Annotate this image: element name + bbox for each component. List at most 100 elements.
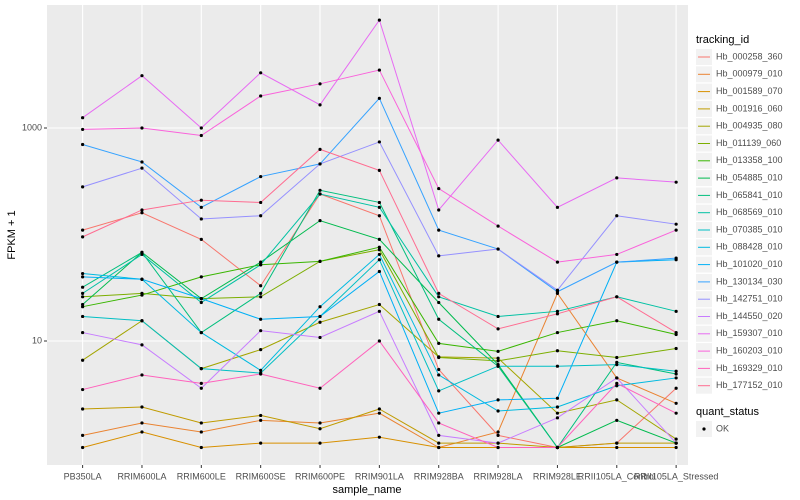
data-point xyxy=(674,180,678,184)
data-point xyxy=(437,254,441,258)
legend-point xyxy=(702,427,706,431)
legend-label: Hb_068569_010 xyxy=(716,207,783,217)
data-point xyxy=(437,291,441,295)
data-point xyxy=(318,421,322,425)
data-point xyxy=(81,275,85,279)
legend-label: Hb_001589_070 xyxy=(716,86,783,96)
data-point xyxy=(377,248,381,252)
data-point xyxy=(140,277,144,281)
data-point xyxy=(259,348,263,352)
data-point xyxy=(437,421,441,425)
data-point xyxy=(318,219,322,223)
data-point xyxy=(140,343,144,347)
data-point xyxy=(81,228,85,232)
data-point xyxy=(674,445,678,450)
data-point xyxy=(496,138,500,142)
data-point xyxy=(318,441,322,445)
data-point xyxy=(674,386,678,390)
data-point xyxy=(496,409,500,413)
data-point xyxy=(199,445,203,450)
data-point xyxy=(318,305,322,309)
data-point xyxy=(318,192,322,196)
y-tick-label: 10 xyxy=(32,335,42,345)
data-point xyxy=(259,200,263,205)
x-axis-label: sample_name xyxy=(332,484,401,496)
data-point xyxy=(615,384,619,388)
data-point xyxy=(496,349,500,353)
data-point xyxy=(259,413,263,418)
data-point xyxy=(555,312,560,316)
data-point xyxy=(496,441,500,445)
point-legend-title: quant_status xyxy=(696,406,759,418)
data-point xyxy=(199,237,203,241)
data-point xyxy=(81,235,85,239)
data-point xyxy=(377,302,381,307)
data-point xyxy=(259,263,263,267)
data-point xyxy=(318,162,322,166)
legend-label: Hb_070385_010 xyxy=(716,224,783,234)
x-tick-label: RRIM928LA xyxy=(474,471,523,481)
legend-label: Hb_160203_010 xyxy=(716,345,783,355)
data-point xyxy=(377,68,381,72)
data-point xyxy=(318,320,322,324)
data-point xyxy=(615,319,619,323)
data-point xyxy=(377,245,381,249)
data-point xyxy=(555,396,560,400)
data-point xyxy=(615,355,619,360)
data-point xyxy=(259,295,263,299)
data-point xyxy=(140,373,144,377)
data-point xyxy=(377,435,381,439)
data-point xyxy=(318,103,322,107)
data-point xyxy=(318,335,322,340)
data-point xyxy=(437,186,441,191)
x-tick-label: RRIM928BA xyxy=(414,471,464,481)
data-point xyxy=(199,198,203,202)
data-point xyxy=(377,214,381,218)
data-point xyxy=(81,358,85,362)
legend-label: Hb_054885_010 xyxy=(716,172,783,182)
data-point xyxy=(555,405,560,409)
data-point xyxy=(377,140,381,144)
data-point xyxy=(496,327,500,331)
data-point xyxy=(199,275,203,279)
data-point xyxy=(81,445,85,450)
data-point xyxy=(437,300,441,305)
data-point xyxy=(615,260,619,264)
data-point xyxy=(555,309,560,313)
data-point xyxy=(140,160,144,164)
data-point xyxy=(615,252,619,257)
data-point xyxy=(199,205,203,209)
data-point xyxy=(615,360,619,364)
legend-label: Hb_130134_030 xyxy=(716,276,783,286)
data-point xyxy=(377,252,381,257)
legend-label: Hb_142751_010 xyxy=(716,294,783,304)
data-point xyxy=(259,94,263,98)
data-point xyxy=(674,369,678,373)
data-point xyxy=(377,309,381,313)
legend-label: Hb_101020_010 xyxy=(716,259,783,269)
data-point xyxy=(377,18,381,22)
data-point xyxy=(437,208,441,212)
data-point xyxy=(674,346,678,351)
data-point xyxy=(259,329,263,333)
data-point xyxy=(555,445,560,450)
data-point xyxy=(437,341,441,345)
data-point xyxy=(496,356,500,360)
y-tick-label: 1000 xyxy=(22,122,42,132)
data-point xyxy=(437,367,441,372)
data-point xyxy=(437,389,441,393)
data-point xyxy=(140,405,144,409)
data-point xyxy=(615,445,619,450)
data-point xyxy=(140,74,144,78)
data-point xyxy=(555,330,560,335)
data-point xyxy=(377,258,381,262)
data-point xyxy=(81,295,85,299)
data-point xyxy=(199,381,203,385)
data-point xyxy=(496,433,500,437)
data-point xyxy=(496,314,500,319)
data-point xyxy=(674,376,678,380)
data-point xyxy=(377,269,381,274)
data-point xyxy=(496,247,500,251)
data-point xyxy=(81,433,85,437)
